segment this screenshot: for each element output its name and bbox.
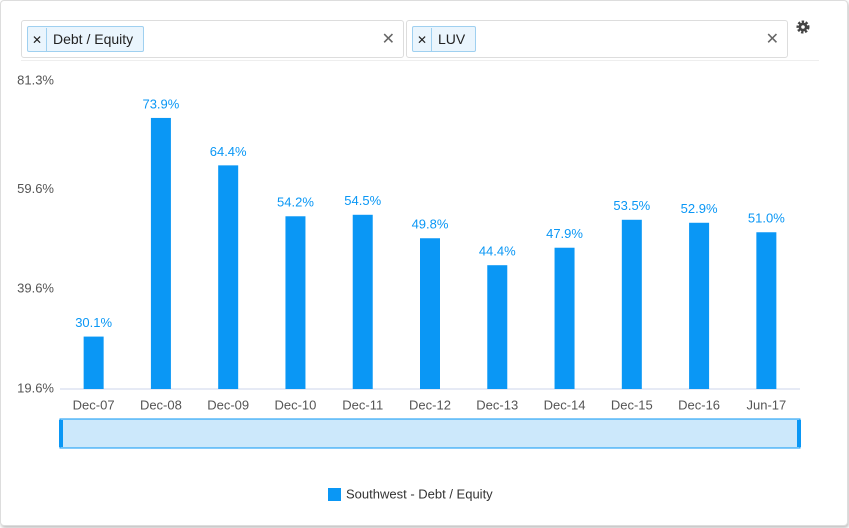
- data-label: 30.1%: [75, 315, 112, 330]
- x-tick-label: Dec-09: [207, 397, 249, 412]
- clear-button[interactable]: ✕: [765, 31, 779, 48]
- bar: [83, 336, 104, 389]
- legend-label: Southwest - Debt / Equity: [346, 486, 493, 501]
- data-label: 54.5%: [344, 193, 381, 208]
- x-tick-label: Jun-17: [746, 397, 786, 412]
- bar: [487, 265, 508, 389]
- x-tick-label: Dec-15: [611, 397, 653, 412]
- y-tick-label: 19.6%: [17, 380, 54, 395]
- y-tick-label: 59.6%: [17, 181, 54, 196]
- bar: [352, 214, 373, 389]
- y-tick-label: 81.3%: [17, 72, 54, 87]
- x-tick-label: Dec-13: [476, 397, 518, 412]
- navigator-handle: [59, 420, 63, 447]
- data-label: 51.0%: [748, 211, 785, 226]
- navigator: [59, 418, 801, 449]
- data-label: 44.4%: [479, 244, 516, 259]
- data-label: 53.5%: [613, 198, 650, 213]
- data-label: 73.9%: [142, 96, 179, 111]
- company-tag[interactable]: ✕ LUV: [412, 26, 477, 52]
- bar: [689, 222, 710, 389]
- tag-text: Debt / Equity: [53, 31, 134, 47]
- bar: [621, 219, 642, 389]
- metric-tag[interactable]: ✕ Debt / Equity: [27, 26, 145, 52]
- bar: [420, 238, 440, 389]
- bar: [285, 216, 306, 389]
- bar: [218, 165, 239, 389]
- data-label: 64.4%: [210, 144, 247, 159]
- data-label: 52.9%: [681, 201, 718, 216]
- data-label: 54.2%: [277, 195, 314, 210]
- bar: [554, 247, 575, 389]
- x-tick-label: Dec-07: [73, 397, 115, 412]
- clear-button[interactable]: ✕: [381, 31, 395, 48]
- x-tick-label: Dec-12: [409, 397, 451, 412]
- x-tick-label: Dec-14: [544, 397, 586, 412]
- metric-select[interactable]: ✕ Debt / Equity ✕: [21, 20, 404, 58]
- x-tick-label: Dec-08: [140, 397, 182, 412]
- x-tick-label: Dec-11: [342, 397, 383, 412]
- bar: [150, 117, 171, 389]
- data-label: 47.9%: [546, 226, 583, 241]
- legend-swatch: [328, 488, 341, 501]
- y-tick-label: 39.6%: [17, 281, 54, 296]
- company-select[interactable]: ✕ LUV ✕: [406, 20, 788, 58]
- tag-text: LUV: [438, 31, 466, 47]
- navigator-handle: [797, 420, 801, 447]
- x-tick-label: Dec-10: [274, 397, 316, 412]
- settings-icon[interactable]: [795, 19, 811, 35]
- data-label: 49.8%: [412, 217, 449, 232]
- x-tick-label: Dec-16: [678, 397, 720, 412]
- bar: [756, 232, 777, 389]
